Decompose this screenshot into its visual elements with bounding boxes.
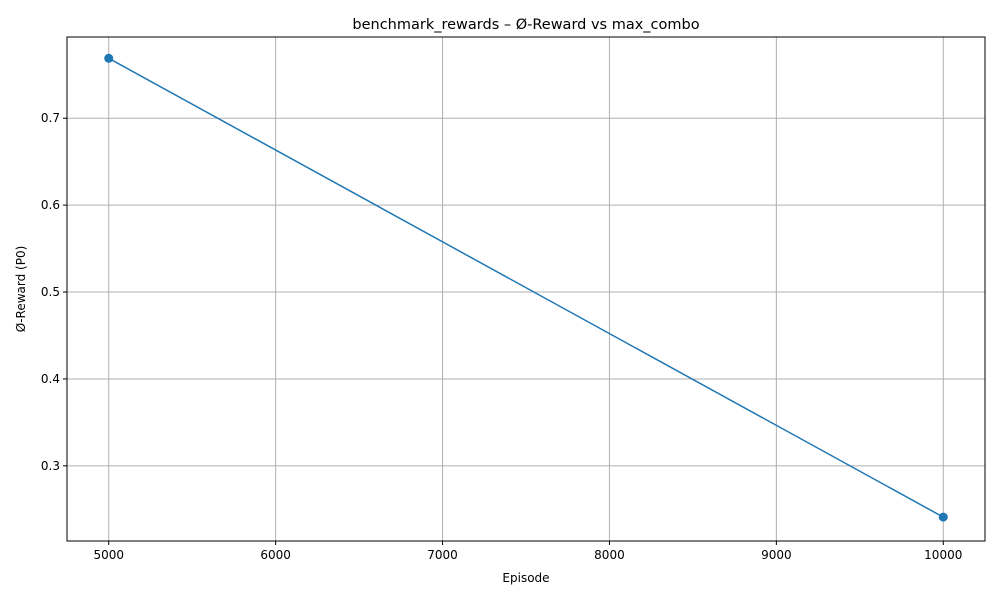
data-point xyxy=(104,53,114,63)
x-tick-label: 5000 xyxy=(93,548,124,562)
x-tick-label: 9000 xyxy=(761,548,792,562)
x-axis-label: Episode xyxy=(502,571,549,585)
series-line xyxy=(108,57,944,518)
y-axis-label: Ø-Reward (P0) xyxy=(14,246,28,333)
y-tick-label: 0.6 xyxy=(41,198,60,212)
data-point xyxy=(938,512,948,522)
x-tick-label: 10000 xyxy=(924,548,962,562)
x-tick-label: 6000 xyxy=(260,548,291,562)
y-tick-label: 0.5 xyxy=(41,285,60,299)
x-axis: 5000 6000 7000 8000 9000 10000 xyxy=(93,541,962,562)
y-axis: 0.3 0.4 0.5 0.6 0.7 xyxy=(41,111,67,473)
y-tick-label: 0.4 xyxy=(41,372,60,386)
plot-frame xyxy=(66,36,986,542)
grid xyxy=(67,37,985,541)
series-layer xyxy=(104,53,948,522)
x-tick-label: 7000 xyxy=(427,548,458,562)
y-tick-label: 0.7 xyxy=(41,111,60,125)
chart-title: benchmark_rewards – Ø-Reward vs max_comb… xyxy=(352,17,699,33)
x-tick-label: 8000 xyxy=(594,548,625,562)
y-tick-label: 0.3 xyxy=(41,459,60,473)
